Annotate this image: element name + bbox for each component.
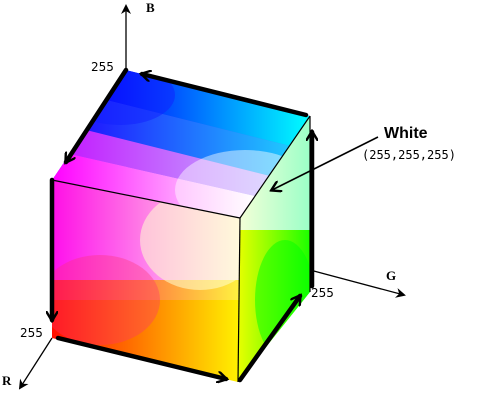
r-axis-label: R (2, 373, 12, 388)
white-corner-value: (255,255,255) (362, 148, 456, 162)
arrow-bottom-right (237, 296, 303, 383)
g-axis-label: G (386, 268, 396, 283)
arrow-back-top-edge (142, 74, 309, 118)
arrow-b-to-magenta (63, 67, 129, 162)
cube-top-face (52, 70, 310, 218)
r-axis (18, 337, 53, 390)
white-callout-arrow (272, 136, 379, 190)
white-corner-label: White (384, 125, 428, 142)
r-max-tick-label: 255 (20, 326, 43, 340)
cube-edge-arrows (52, 67, 312, 383)
b-axis-label: B (146, 0, 155, 15)
axes (18, 4, 406, 390)
arrow-bottom-front (55, 335, 226, 379)
g-axis (309, 269, 406, 298)
b-max-tick-label: 255 (91, 60, 114, 74)
g-max-tick-label: 255 (311, 286, 334, 300)
